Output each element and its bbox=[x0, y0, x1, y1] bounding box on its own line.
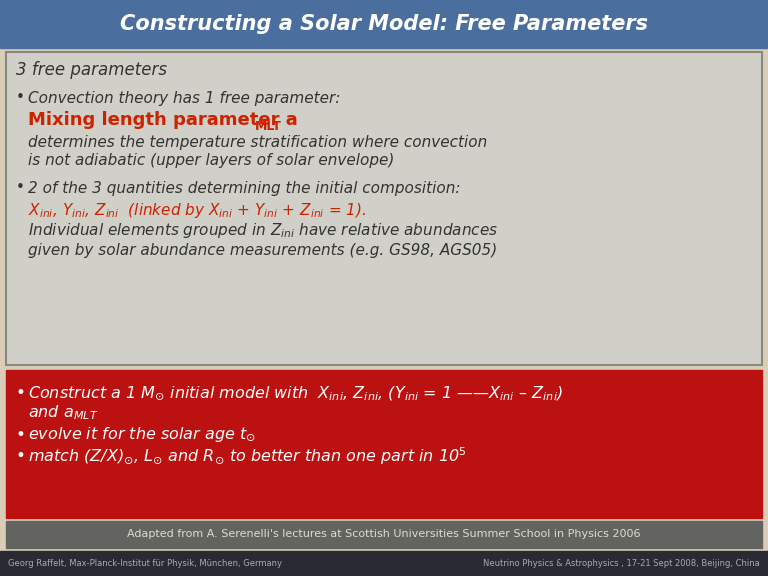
Text: MLT: MLT bbox=[255, 119, 282, 132]
Text: Constructing a Solar Model: Free Parameters: Constructing a Solar Model: Free Paramet… bbox=[120, 14, 648, 34]
Text: is not adiabatic (upper layers of solar envelope): is not adiabatic (upper layers of solar … bbox=[28, 153, 395, 168]
Bar bbox=[0, 551, 768, 576]
Bar bbox=[6, 370, 762, 518]
Bar bbox=[6, 52, 762, 365]
Text: •: • bbox=[16, 90, 25, 105]
Text: •: • bbox=[16, 447, 26, 465]
Text: evolve it for the solar age t$_{\odot}$: evolve it for the solar age t$_{\odot}$ bbox=[28, 426, 256, 444]
Bar bbox=[6, 521, 762, 548]
Text: Convection theory has 1 free parameter:: Convection theory has 1 free parameter: bbox=[28, 90, 340, 105]
Bar bbox=[0, 0, 768, 48]
Text: 3 free parameters: 3 free parameters bbox=[16, 61, 167, 79]
Text: match (Z/X)$_{\odot}$, L$_{\odot}$ and R$_{\odot}$ to better than one part in 10: match (Z/X)$_{\odot}$, L$_{\odot}$ and R… bbox=[28, 445, 467, 467]
Text: Adapted from A. Serenelli's lectures at Scottish Universities Summer School in P: Adapted from A. Serenelli's lectures at … bbox=[127, 529, 641, 539]
Bar bbox=[6, 52, 762, 365]
Text: and a$_{MLT}$: and a$_{MLT}$ bbox=[28, 404, 98, 422]
Text: 2 of the 3 quantities determining the initial composition:: 2 of the 3 quantities determining the in… bbox=[28, 180, 461, 195]
Text: X$_{ini}$, Y$_{ini}$, Z$_{ini}$  (linked by X$_{ini}$ + Y$_{ini}$ + Z$_{ini}$ = : X$_{ini}$, Y$_{ini}$, Z$_{ini}$ (linked … bbox=[28, 200, 366, 219]
Text: Individual elements grouped in Z$_{ini}$ have relative abundances: Individual elements grouped in Z$_{ini}$… bbox=[28, 221, 498, 240]
Bar bbox=[0, 365, 768, 373]
Text: •: • bbox=[16, 426, 26, 444]
Text: •: • bbox=[16, 384, 26, 402]
Text: determines the temperature stratification where convection: determines the temperature stratificatio… bbox=[28, 135, 487, 150]
Text: •: • bbox=[16, 180, 25, 195]
Text: Mixing length parameter a: Mixing length parameter a bbox=[28, 111, 298, 129]
Text: Neutrino Physics & Astrophysics , 17-21 Sept 2008, Beijing, China: Neutrino Physics & Astrophysics , 17-21 … bbox=[483, 559, 760, 567]
Text: Construct a 1 M$_{\odot}$ initial model with  X$_{ini}$, Z$_{ini}$, (Y$_{ini}$ =: Construct a 1 M$_{\odot}$ initial model … bbox=[28, 384, 563, 402]
Text: Georg Raffelt, Max-Planck-Institut für Physik, München, Germany: Georg Raffelt, Max-Planck-Institut für P… bbox=[8, 559, 282, 567]
Text: given by solar abundance measurements (e.g. GS98, AGS05): given by solar abundance measurements (e… bbox=[28, 242, 497, 257]
